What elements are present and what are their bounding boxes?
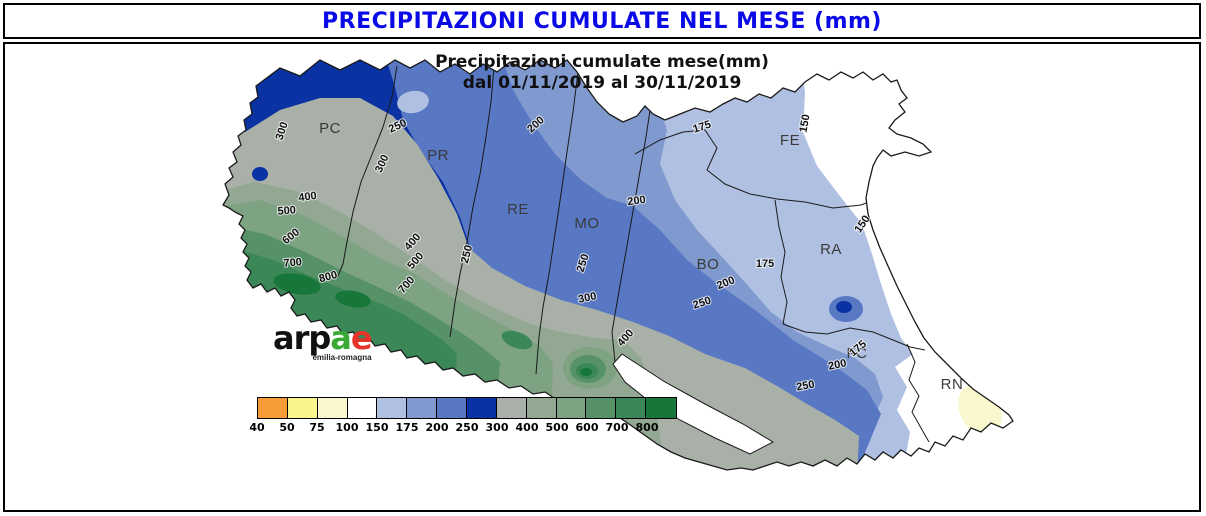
legend-tick-600: 600 bbox=[575, 421, 599, 434]
legend-tick-500: 500 bbox=[545, 421, 569, 434]
legend-cell-7 bbox=[467, 398, 497, 418]
contour-label-300-12: 300 bbox=[577, 290, 597, 306]
province-label-fc: FC bbox=[847, 345, 868, 362]
legend-tick-400: 400 bbox=[515, 421, 539, 434]
province-label-ra: RA bbox=[820, 241, 842, 258]
legend-cell-1 bbox=[287, 398, 318, 418]
legend-tick-800: 800 bbox=[635, 421, 659, 434]
precipitation-map: PC PR RE MO BO FE RA FC RN 300 250 300 200 175 150 200… bbox=[222, 59, 1014, 471]
legend-tick-250: 250 bbox=[455, 421, 479, 434]
contour-label-250-25: 250 bbox=[795, 379, 815, 394]
legend-cell-3 bbox=[347, 398, 378, 418]
legend-cell-10 bbox=[556, 398, 587, 418]
legend-ticks: 40 50 75 100 150 175 200 250 300 400 500 600 700 800 bbox=[249, 421, 677, 435]
legend-tick-50: 50 bbox=[279, 421, 295, 434]
arpae-logo: arpae emilia-romagna bbox=[273, 319, 373, 362]
arpae-logo-text-black: arp bbox=[273, 319, 331, 357]
legend-tick-150: 150 bbox=[365, 421, 389, 434]
arpae-logo-text-green: a bbox=[330, 319, 352, 357]
contour-label-150-5: 150 bbox=[798, 113, 813, 133]
legend-tick-200: 200 bbox=[425, 421, 449, 434]
precipitation-legend: 40 50 75 100 150 175 200 250 300 400 500 600 700 800 bbox=[249, 397, 677, 435]
contour-label-200-6: 200 bbox=[627, 194, 647, 208]
province-label-pr: PR bbox=[427, 147, 449, 164]
contour-label-175-9: 175 bbox=[756, 258, 774, 270]
legend-cell-4 bbox=[377, 398, 408, 418]
contour-label-800-18: 800 bbox=[318, 269, 339, 285]
legend-cell-11 bbox=[586, 398, 617, 418]
contour-label-200-24: 200 bbox=[827, 357, 847, 373]
legend-cell-5 bbox=[407, 398, 438, 418]
legend-tick-700: 700 bbox=[605, 421, 629, 434]
legend-cell-2 bbox=[317, 398, 348, 418]
province-label-mo: MO bbox=[574, 215, 599, 232]
contour-label-500-15: 500 bbox=[277, 204, 296, 218]
legend-tick-175: 175 bbox=[395, 421, 419, 434]
legend-cell-9 bbox=[526, 398, 557, 418]
legend-cell-8 bbox=[496, 398, 527, 418]
map-panel: Precipitazioni cumulate mese(mm) dal 01/… bbox=[3, 42, 1201, 512]
contour-label-400-14: 400 bbox=[298, 190, 318, 204]
province-label-fe: FE bbox=[780, 132, 800, 149]
legend-tick-300: 300 bbox=[485, 421, 509, 434]
legend-tick-100: 100 bbox=[335, 421, 359, 434]
legend-cell-12 bbox=[616, 398, 647, 418]
province-label-bo: BO bbox=[697, 256, 720, 273]
province-label-pc: PC bbox=[319, 120, 341, 137]
arpae-logo-text-red: e bbox=[350, 319, 373, 357]
contour-label-700-17: 700 bbox=[283, 256, 302, 270]
legend-cell-0 bbox=[258, 398, 288, 418]
legend-cell-6 bbox=[437, 398, 468, 418]
province-label-re: RE bbox=[507, 201, 529, 218]
title-bar: PRECIPITAZIONI CUMULATE NEL MESE (mm) bbox=[3, 3, 1201, 39]
arpae-logo-subtext: emilia-romagna bbox=[312, 353, 372, 362]
province-labels: PC PR RE MO BO FE RA FC RN bbox=[319, 120, 963, 393]
page-title: PRECIPITAZIONI CUMULATE NEL MESE (mm) bbox=[322, 8, 882, 34]
contour-label-250-22: 250 bbox=[459, 244, 475, 265]
province-label-rn: RN bbox=[941, 376, 964, 393]
legend-tick-40: 40 bbox=[249, 421, 265, 434]
legend-colorbar bbox=[257, 397, 677, 419]
legend-cell-13 bbox=[646, 398, 677, 418]
legend-tick-75: 75 bbox=[309, 421, 325, 434]
